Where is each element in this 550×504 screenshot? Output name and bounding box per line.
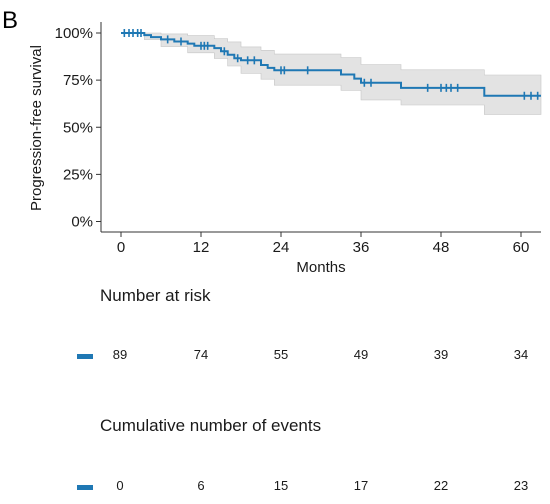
risk-table-row: 89 74 55 49 39 34 xyxy=(0,347,550,367)
x-tick-label: 48 xyxy=(433,239,450,256)
risk-count: 74 xyxy=(193,347,209,362)
event-count: 6 xyxy=(197,478,205,493)
events-table-row: 0 6 15 17 22 23 xyxy=(0,478,550,498)
x-tick-label: 12 xyxy=(193,239,210,256)
x-tick-label: 60 xyxy=(513,239,530,256)
risk-count: 49 xyxy=(353,347,369,362)
confidence-band xyxy=(121,32,542,115)
risk-count: 89 xyxy=(112,347,128,362)
y-axis-title: Progression-free survival xyxy=(28,45,45,211)
event-count: 23 xyxy=(513,478,529,493)
x-tick-label: 0 xyxy=(117,239,125,256)
risk-series-marker xyxy=(77,354,93,359)
event-count: 17 xyxy=(353,478,369,493)
risk-count: 34 xyxy=(513,347,529,362)
risk-count: 55 xyxy=(273,347,289,362)
risk-count: 39 xyxy=(433,347,449,362)
y-tick-label: 0% xyxy=(71,214,93,231)
event-count: 15 xyxy=(273,478,289,493)
events-table-title: Cumulative number of events xyxy=(100,416,322,435)
y-tick-label: 75% xyxy=(63,72,93,89)
event-count: 22 xyxy=(433,478,449,493)
y-tick-label: 50% xyxy=(63,119,93,136)
x-tick-label: 24 xyxy=(273,239,290,256)
event-count: 0 xyxy=(116,478,124,493)
risk-table-title: Number at risk xyxy=(100,286,211,305)
y-tick-label: 100% xyxy=(55,25,93,42)
panel-label: B xyxy=(2,7,18,34)
y-tick-label: 25% xyxy=(63,166,93,183)
x-tick-label: 36 xyxy=(353,239,370,256)
events-series-marker xyxy=(77,485,93,490)
x-axis-title: Months xyxy=(296,259,345,276)
